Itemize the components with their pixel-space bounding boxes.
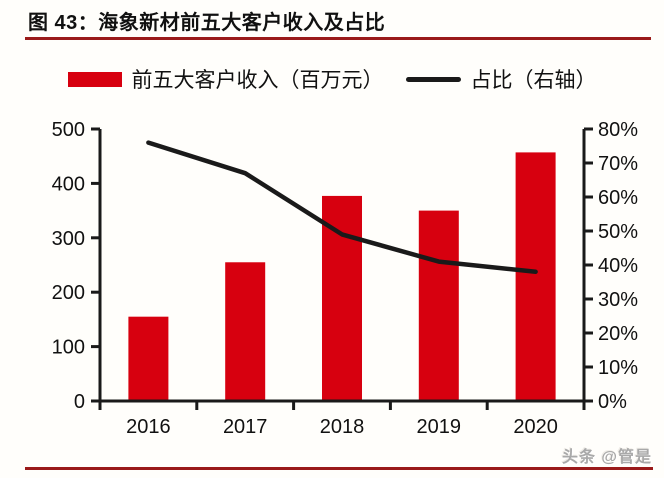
- right-axis-tick-label: 10%: [598, 357, 638, 379]
- left-axis-tick-label: 300: [52, 228, 85, 250]
- right-axis-tick-label: 60%: [598, 187, 638, 209]
- x-axis-label-2017: 2017: [223, 416, 268, 438]
- bar-2020: [515, 152, 556, 401]
- legend-bar-label: 前五大客户收入（百万元）: [131, 69, 384, 92]
- left-axis-tick-label: 0: [74, 391, 85, 413]
- right-axis-tick-label: 70%: [598, 153, 638, 175]
- left-axis-tick-label: 200: [52, 282, 85, 304]
- title-divider-rule: [25, 37, 651, 40]
- legend-line-swatch: [405, 76, 461, 82]
- right-axis-tick-label: 0%: [598, 391, 627, 413]
- right-axis-tick-label: 20%: [598, 323, 638, 345]
- figure-title: 图 43：海象新材前五大客户收入及占比: [28, 12, 386, 34]
- right-axis-tick-label: 30%: [598, 289, 638, 311]
- watermark-text: 头条 @管是: [561, 449, 652, 466]
- left-axis-tick-label: 100: [52, 337, 85, 359]
- x-axis-label-2019: 2019: [417, 416, 462, 438]
- x-axis-label-2018: 2018: [320, 416, 365, 438]
- bottom-border-rule: [25, 467, 653, 470]
- chart-legend: 前五大客户收入（百万元） 占比（右轴）: [0, 62, 664, 96]
- legend-line-label: 占比（右轴）: [470, 69, 597, 92]
- combo-chart: 0 100 200 300 400 500 0% 10% 20% 30% 40% 50% 60% 70% 8…: [0, 100, 664, 450]
- left-axis-tick-label: 500: [52, 119, 85, 141]
- right-axis-tick-label: 80%: [598, 119, 638, 141]
- bar-2018: [322, 195, 362, 401]
- bar-2019: [418, 210, 459, 401]
- bar-2016: [128, 316, 169, 401]
- left-axis-tick-label: 400: [52, 173, 85, 195]
- right-axis-tick-label: 40%: [598, 255, 638, 277]
- x-axis-label-2020: 2020: [513, 416, 558, 438]
- bar-2017: [225, 262, 266, 401]
- ratio-line-series: [146, 140, 538, 275]
- chart-canvas: 0 100 200 300 400 500 0% 10% 20% 30% 40% 50% 60% 70% 8…: [52, 119, 639, 438]
- right-axis-tick-label: 50%: [598, 221, 638, 243]
- x-axis-label-2016: 2016: [126, 416, 171, 438]
- legend-bar-swatch: [67, 71, 122, 87]
